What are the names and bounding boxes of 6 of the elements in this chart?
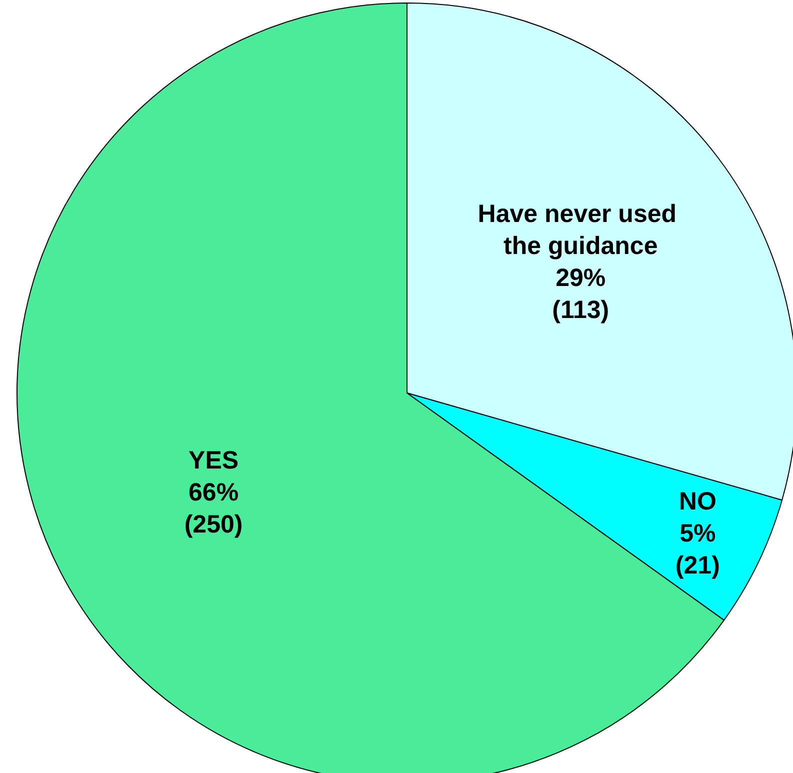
- slice-label: YES: [188, 446, 239, 474]
- slice-label: NO: [678, 487, 716, 516]
- data-label: 5% (21): [675, 519, 720, 580]
- data-label: 66% (250): [184, 478, 243, 538]
- data-label: 29% (113): [552, 264, 610, 324]
- slice-label: Have never used the guidance: [478, 200, 684, 260]
